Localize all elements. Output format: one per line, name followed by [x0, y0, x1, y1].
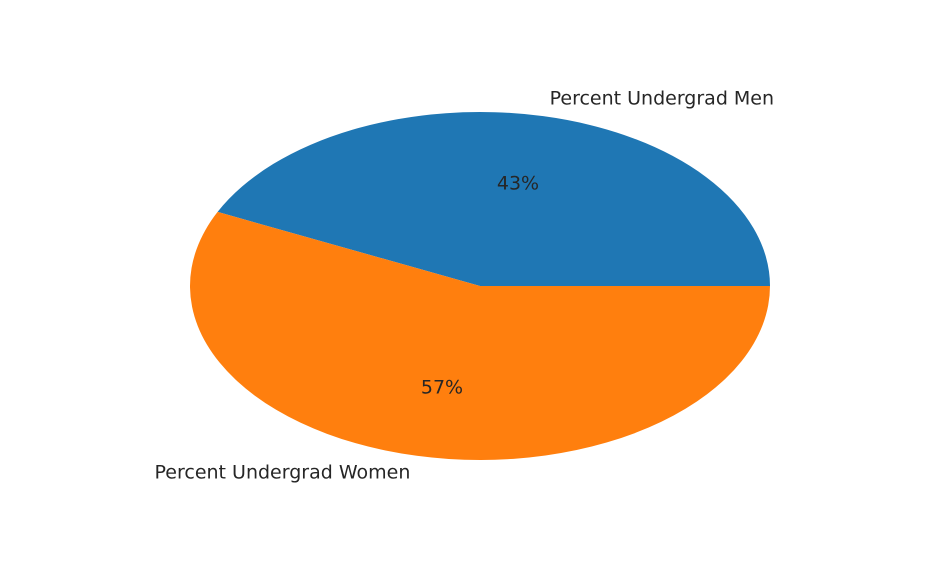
- pie-slice-1: [189, 211, 771, 460]
- slice-label-1: Percent Undergrad Women: [155, 461, 411, 483]
- slice-label-0: Percent Undergrad Men: [550, 88, 774, 110]
- percent-label-1: 57%: [421, 376, 463, 398]
- pie-slice-0: [217, 111, 771, 286]
- pie-labels: Percent Undergrad Men 43% Percent Undergra…: [155, 88, 775, 484]
- percent-label-0: 43%: [497, 173, 539, 195]
- pie-slices: [189, 111, 771, 460]
